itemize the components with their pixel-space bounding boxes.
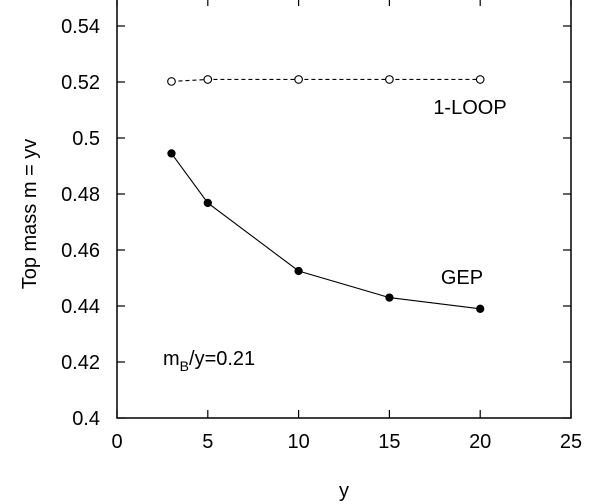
plot-frame bbox=[116, 0, 572, 419]
x-axis-label: y bbox=[339, 480, 349, 502]
series-line-1 bbox=[171, 153, 481, 310]
series-layer bbox=[167, 75, 485, 313]
data-point-1 bbox=[294, 266, 303, 276]
x-tick-label: 10 bbox=[287, 431, 309, 453]
series-label-gep: GEP bbox=[441, 267, 483, 289]
param-subscript: B bbox=[180, 358, 189, 374]
y-axis-label: Top mass m = yv bbox=[19, 139, 41, 290]
data-point-0 bbox=[385, 75, 394, 84]
y-tick-label: 0.46 bbox=[61, 240, 100, 262]
data-point-0 bbox=[475, 75, 485, 84]
x-tick-label: 15 bbox=[378, 431, 400, 453]
axis-ticks: 0 5 10 15 20 25 0.4 0.42 0.44 0.46 0.48 0.5 0.52 0.54 bbox=[61, 0, 582, 453]
series-line-0 bbox=[171, 78, 481, 82]
y-tick-label: 0.54 bbox=[61, 16, 100, 38]
data-point-0 bbox=[167, 77, 176, 86]
y-tick-label: 0.44 bbox=[61, 296, 100, 318]
parameter-annotation: mB/y=0.21 bbox=[163, 348, 255, 374]
param-main: m bbox=[163, 348, 180, 370]
x-tick-label: 0 bbox=[111, 431, 122, 453]
x-tick-label: 5 bbox=[202, 431, 213, 453]
y-tick-label: 0.48 bbox=[61, 184, 100, 206]
data-point-0 bbox=[203, 75, 213, 84]
data-point-1 bbox=[167, 149, 176, 158]
y-tick-label: 0.4 bbox=[72, 408, 100, 430]
x-tick-label: 25 bbox=[560, 431, 582, 453]
y-tick-label: 0.5 bbox=[72, 128, 100, 150]
series-label-1-loop: 1-LOOP bbox=[433, 97, 506, 119]
x-tick-label: 20 bbox=[469, 431, 491, 453]
data-point-0 bbox=[294, 75, 303, 84]
data-point-1 bbox=[476, 304, 485, 313]
y-tick-label: 0.42 bbox=[61, 352, 100, 374]
param-rest: /y=0.21 bbox=[189, 348, 255, 370]
data-point-1 bbox=[203, 198, 212, 208]
y-tick-label: 0.52 bbox=[61, 72, 100, 94]
data-point-1 bbox=[385, 293, 394, 302]
